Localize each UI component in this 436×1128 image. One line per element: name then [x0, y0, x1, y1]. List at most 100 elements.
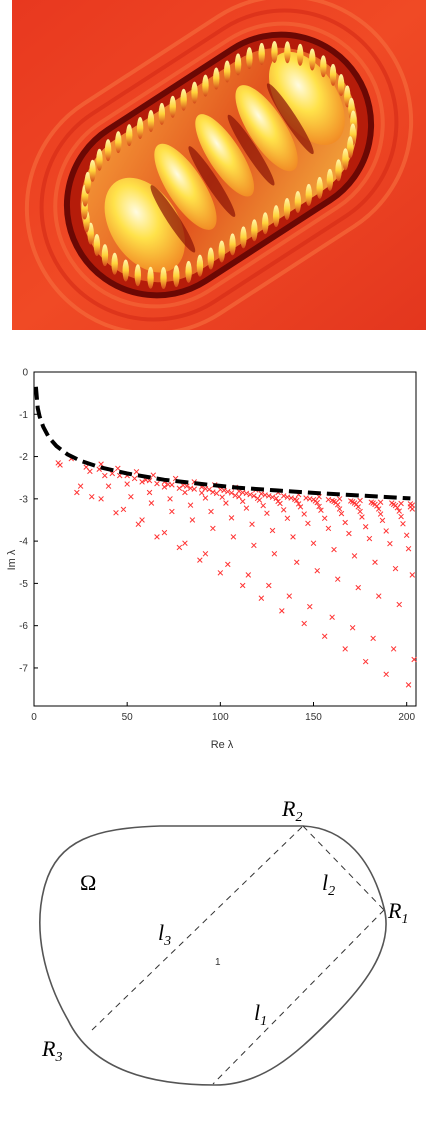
scatter-marker: [176, 485, 183, 492]
scatter-marker: [271, 551, 278, 557]
boundary-spike: [134, 264, 142, 287]
scatter-marker: [225, 488, 231, 495]
scatter-marker: [316, 503, 322, 510]
boundary-spike: [246, 47, 253, 70]
scatter-marker: [150, 472, 157, 478]
x-tick-label: 150: [305, 712, 322, 723]
scatter-marker: [375, 506, 382, 512]
scatter-marker: [124, 481, 130, 487]
boundary-spike: [160, 267, 167, 290]
scatter-marker: [377, 499, 384, 505]
scatter-marker: [398, 500, 404, 507]
boundary-spike: [122, 259, 129, 282]
scatter-marker: [398, 513, 404, 520]
scatter-marker: [176, 544, 183, 551]
scatter-marker: [210, 525, 216, 532]
x-tick-label: 200: [398, 712, 415, 723]
scatter-marker: [390, 646, 397, 652]
boundary-spike: [283, 198, 291, 221]
scatter-marker: [154, 480, 160, 487]
y-tick-label: -4: [19, 537, 28, 548]
scatter-marker: [228, 515, 235, 521]
scatter-marker: [89, 493, 95, 500]
peak-4: [235, 85, 298, 172]
line-l2: [302, 825, 385, 911]
boundary-spike: [329, 63, 337, 86]
boundary-spike: [126, 124, 133, 147]
scatter-marker: [279, 608, 285, 614]
boundary-spike: [84, 171, 91, 194]
scatter-marker: [348, 498, 354, 504]
label-center: 1: [215, 957, 221, 968]
peak-3: [195, 114, 255, 197]
y-tick-label: -5: [19, 579, 28, 590]
scatter-marker: [102, 472, 108, 479]
line-l1: [212, 909, 385, 1085]
scatter-marker: [407, 501, 414, 507]
scatter-marker: [243, 505, 250, 511]
dashed-curve: [33, 386, 411, 501]
y-tick-label: -6: [19, 621, 28, 632]
x-tick-label: 0: [31, 712, 37, 723]
boundary-spike: [191, 81, 198, 104]
line-l3: [91, 825, 304, 1031]
scatter-marker: [362, 523, 369, 530]
scatter-marker: [251, 493, 257, 499]
scatter-marker: [405, 682, 412, 688]
x-tick-label: 50: [122, 712, 134, 723]
scatter-marker: [387, 540, 393, 547]
scatter-marker: [77, 483, 84, 489]
boundary-spike: [101, 244, 109, 267]
scatter-marker: [83, 464, 89, 470]
scatter-marker: [321, 515, 328, 522]
scatter-marker: [239, 582, 246, 589]
scatter-marker: [280, 493, 287, 499]
scatter-marker: [223, 500, 229, 506]
scatter-marker: [331, 546, 337, 553]
scatter-marker: [189, 517, 196, 523]
eigenvalue-chart: 0 50 100 150 200 0 -1 -2 -3 -4 -5 -6 -7 Re λ Im λ: [0, 360, 436, 760]
scatter-marker: [280, 507, 287, 513]
scatter-marker: [228, 490, 235, 496]
boundary-spike: [96, 148, 103, 171]
scatter-marker: [57, 462, 63, 468]
boundary-spike: [309, 48, 316, 71]
scatter-marker: [98, 496, 104, 502]
boundary-spike: [169, 95, 176, 118]
label-omega: Ω: [80, 870, 96, 895]
boundary-spike: [213, 67, 220, 90]
scatter-marker: [368, 499, 375, 505]
boundary-spike: [202, 74, 209, 97]
boundary-spike: [294, 191, 302, 214]
scatter-marker: [264, 510, 270, 516]
scatter-marker: [262, 492, 268, 498]
scatter-marker: [187, 502, 194, 508]
scatter-marker: [392, 565, 399, 572]
scatter-marker: [161, 484, 168, 490]
scatter-marker: [396, 508, 402, 514]
scatter-marker: [405, 545, 412, 552]
scatter-marker: [307, 603, 313, 610]
scatter-marker: [336, 496, 343, 502]
boundary-spike: [251, 219, 258, 242]
scatter-marker: [275, 498, 281, 505]
scatter-marker: [202, 485, 209, 492]
scatter-marker: [375, 593, 382, 599]
scatter-marker: [249, 521, 255, 527]
scatter-marker: [372, 559, 378, 566]
boundary-spike: [218, 240, 225, 263]
y-tick-label: -2: [19, 452, 28, 463]
scatter-marker: [293, 559, 300, 566]
scatter-marker: [115, 465, 121, 472]
scatter-marker: [146, 489, 153, 496]
boundary-spikes: [81, 40, 357, 290]
scatter-marker: [133, 469, 140, 475]
y-tick-label: -3: [19, 494, 28, 505]
boundary-spike: [207, 247, 215, 270]
scatter-marker: [225, 561, 231, 568]
scatter-marker: [321, 633, 328, 639]
scatter-marker: [167, 496, 173, 502]
scatter-marker: [260, 502, 266, 509]
label-r2: R2: [281, 796, 302, 825]
scatter-marker: [338, 510, 345, 517]
